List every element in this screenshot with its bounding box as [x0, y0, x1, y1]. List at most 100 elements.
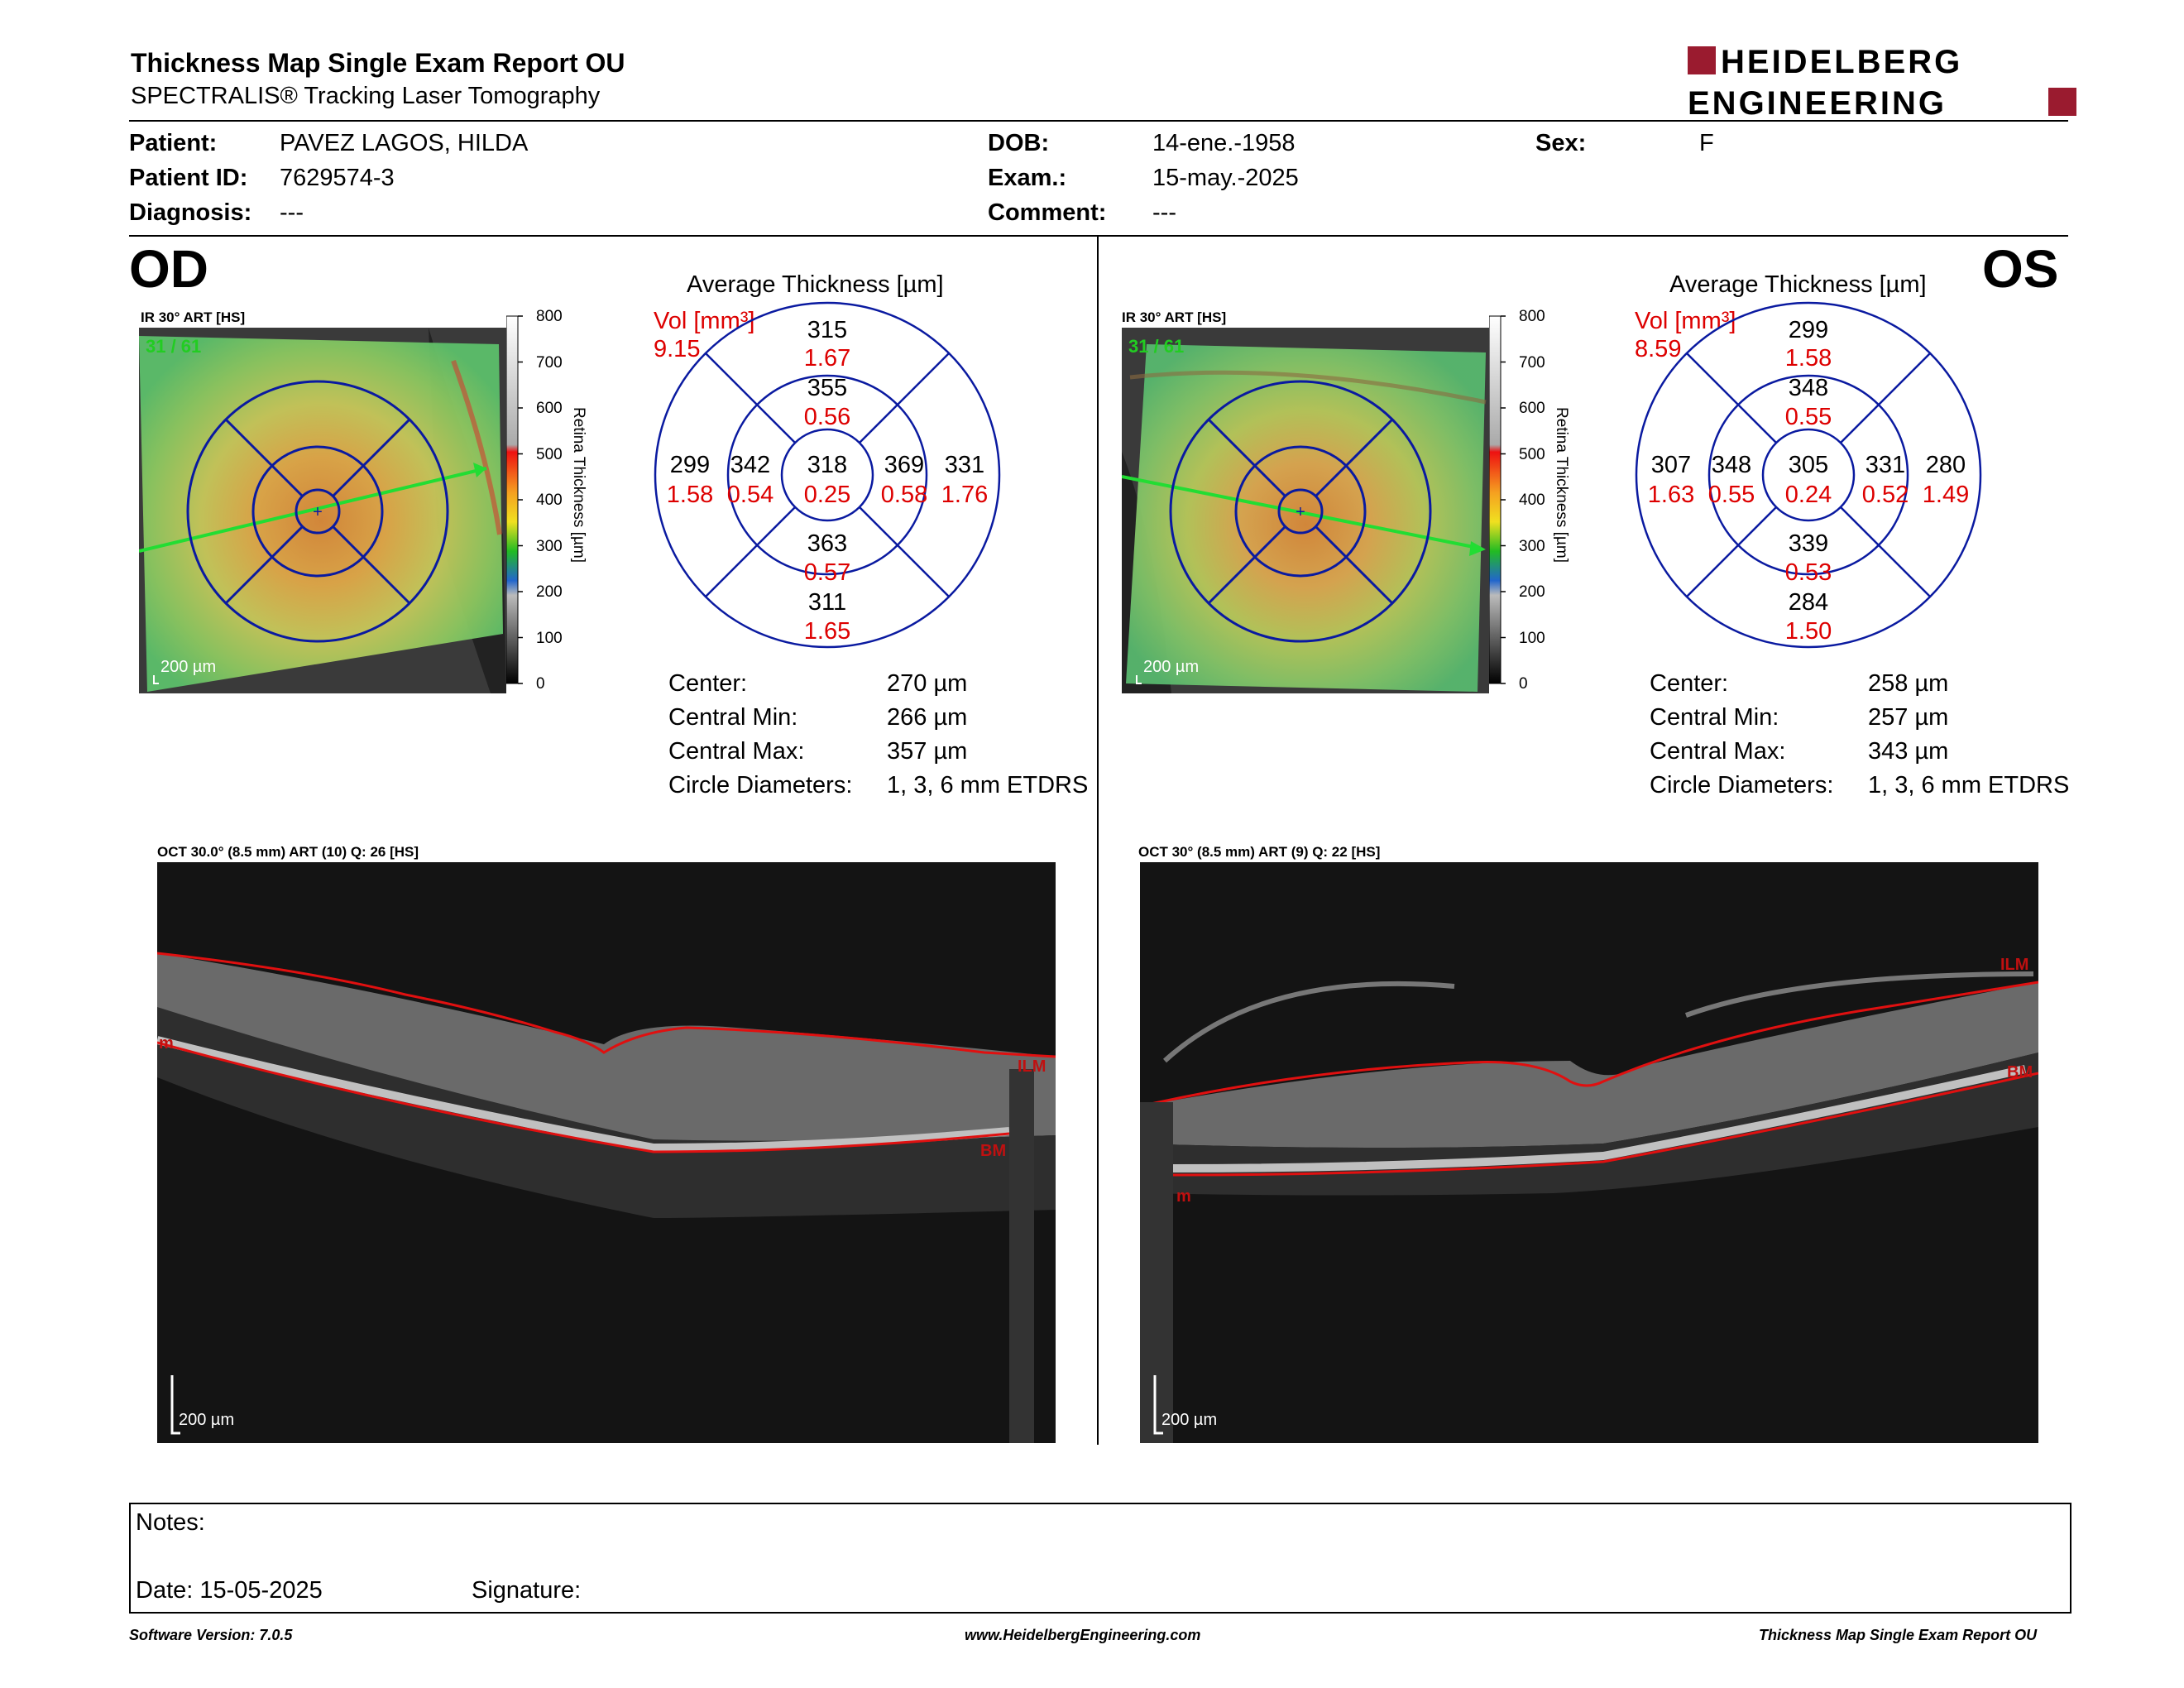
od-cb-tick-600: 600 [536, 400, 563, 417]
footer-website[interactable]: www.HeidelbergEngineering.com [965, 1627, 1201, 1643]
patient-label: Patient: [129, 130, 218, 156]
notes-date: Date: 15-05-2025 [136, 1577, 323, 1604]
patient-id-label: Patient ID: [129, 165, 248, 191]
logo-line2: ENGINEERING [1688, 85, 1947, 116]
od-cb-title: Retina Thickness [µm] [570, 407, 587, 563]
os-diam-label: Circle Diameters: [1650, 772, 1834, 798]
od-center-value: 270 µm [887, 670, 968, 697]
od-colorbar: 800 700 600 500 400 300 200 100 0 Retina… [506, 308, 587, 693]
os-center-vol: 0.24 [1785, 482, 1832, 508]
od-diam-value: 1, 3, 6 mm ETDRS [887, 772, 1089, 798]
od-etdrs-grid: 315 1.67 355 0.56 299 1.58 342 0.54 318 … [654, 301, 1001, 649]
os-colorbar: 800 700 600 500 400 300 200 100 0 Retina… [1489, 308, 1570, 693]
od-nas-in-vol: 0.58 [881, 482, 927, 508]
os-sup-in-thick: 348 [1789, 375, 1828, 401]
os-cb-tick-300: 300 [1519, 538, 1545, 555]
od-bm-label: BM [980, 1142, 1006, 1160]
os-frame-counter: 31 / 61 [1128, 336, 1184, 357]
od-inf-in-thick: 363 [807, 530, 847, 557]
svg-text:+: + [1296, 503, 1305, 521]
od-ir-caption: IR 30° ART [HS] [141, 309, 246, 325]
os-avg-title: Average Thickness [µm] [1669, 271, 1927, 298]
od-cb-tick-100: 100 [536, 630, 563, 647]
od-diam-label: Circle Diameters: [668, 772, 853, 798]
os-nas-out-thick: 280 [1926, 452, 1966, 478]
os-temp-out-thick: 307 [1651, 452, 1691, 478]
os-oct-scale: 200 µm [1161, 1411, 1217, 1429]
od-min-value: 266 µm [887, 704, 968, 731]
od-sup-in-thick: 355 [807, 375, 847, 401]
os-cb-tick-600: 600 [1519, 400, 1545, 417]
os-rpe-label: m [1176, 1187, 1191, 1206]
od-oct-caption: OCT 30.0° (8.5 mm) ART (10) Q: 26 [HS] [157, 844, 419, 860]
os-center-value: 258 µm [1868, 670, 1949, 697]
diagnosis-label: Diagnosis: [129, 199, 252, 226]
footer-report-name: Thickness Map Single Exam Report OU [1759, 1627, 2038, 1643]
od-inf-in-vol: 0.57 [804, 559, 850, 586]
os-ir-caption: IR 30° ART [HS] [1122, 309, 1227, 325]
od-eye-label: OD [129, 239, 208, 299]
od-cb-tick-500: 500 [536, 446, 563, 463]
od-ilm-label: ILM [1018, 1057, 1046, 1076]
svg-text:+: + [313, 503, 323, 521]
os-bm-label: BM [2007, 1063, 2033, 1081]
od-inf-out-thick: 311 [808, 589, 846, 616]
os-temp-out-vol: 1.63 [1648, 482, 1694, 508]
os-vol-label: Vol [mm³] [1635, 308, 1736, 334]
patient-name: PAVEZ LAGOS, HILDA [280, 130, 529, 156]
od-nas-in-thick: 369 [884, 452, 924, 478]
os-max-value: 343 µm [1868, 738, 1949, 765]
dob-label: DOB: [988, 130, 1050, 156]
od-center-label: Center: [668, 670, 748, 697]
dob-value: 14-ene.-1958 [1152, 130, 1296, 156]
os-inf-out-vol: 1.50 [1785, 618, 1832, 645]
od-map-scale: 200 µm [160, 658, 216, 676]
od-vol-value: 9.15 [654, 336, 701, 362]
os-eye-label: OS [1982, 239, 2059, 299]
os-min-label: Central Min: [1650, 704, 1779, 731]
os-cb-tick-500: 500 [1519, 446, 1545, 463]
logo-line1: HEIDELBERG [1721, 46, 1962, 80]
os-inf-in-vol: 0.53 [1785, 559, 1832, 586]
os-sup-out-vol: 1.58 [1785, 345, 1832, 372]
os-temp-in-vol: 0.55 [1708, 482, 1755, 508]
sex-label: Sex: [1535, 130, 1587, 156]
od-cb-tick-200: 200 [536, 583, 563, 601]
od-cb-tick-800: 800 [536, 308, 563, 325]
od-temp-in-vol: 0.54 [727, 482, 774, 508]
os-sup-out-thick: 299 [1789, 317, 1828, 343]
od-cb-tick-400: 400 [536, 492, 563, 509]
od-cb-tick-700: 700 [536, 354, 563, 372]
od-inf-out-vol: 1.65 [804, 618, 850, 645]
os-cb-tick-0: 0 [1519, 675, 1528, 693]
header-rule [129, 120, 2068, 122]
od-oct-scale: 200 µm [179, 1411, 234, 1429]
od-min-label: Central Min: [668, 704, 798, 731]
od-sup-out-thick: 315 [807, 317, 847, 343]
od-rpe-label: m [159, 1034, 174, 1053]
os-etdrs-grid: 299 1.58 348 0.55 307 1.63 348 0.55 305 … [1635, 301, 1982, 649]
os-nas-in-vol: 0.52 [1862, 482, 1909, 508]
sex-value: F [1699, 130, 1714, 156]
od-sup-out-vol: 1.67 [804, 345, 850, 372]
od-frame-counter: 31 / 61 [146, 336, 201, 357]
od-temp-in-thick: 342 [730, 452, 770, 478]
comment-value: --- [1152, 199, 1176, 226]
os-max-label: Central Max: [1650, 738, 1786, 765]
os-min-value: 257 µm [1868, 704, 1949, 731]
notes-signature: Signature: [472, 1577, 582, 1604]
report-subtitle: SPECTRALIS® Tracking Laser Tomography [131, 83, 601, 109]
os-diam-value: 1, 3, 6 mm ETDRS [1868, 772, 2070, 798]
os-cb-title: Retina Thickness [µm] [1553, 407, 1570, 563]
os-center-thick: 305 [1789, 452, 1828, 478]
notes-box[interactable]: Notes: Date: 15-05-2025 Signature: [129, 1503, 2071, 1614]
os-thickness-map: + 31 / 61 200 µm [1122, 328, 1489, 693]
os-cb-tick-800: 800 [1519, 308, 1545, 325]
exam-date: 15-may.-2025 [1152, 165, 1299, 191]
os-ilm-label: ILM [2000, 956, 2028, 974]
od-nas-out-thick: 331 [945, 452, 984, 478]
od-cb-tick-0: 0 [536, 675, 545, 693]
os-cb-tick-400: 400 [1519, 492, 1545, 509]
eye-divider [1097, 237, 1099, 1445]
od-max-label: Central Max: [668, 738, 805, 765]
